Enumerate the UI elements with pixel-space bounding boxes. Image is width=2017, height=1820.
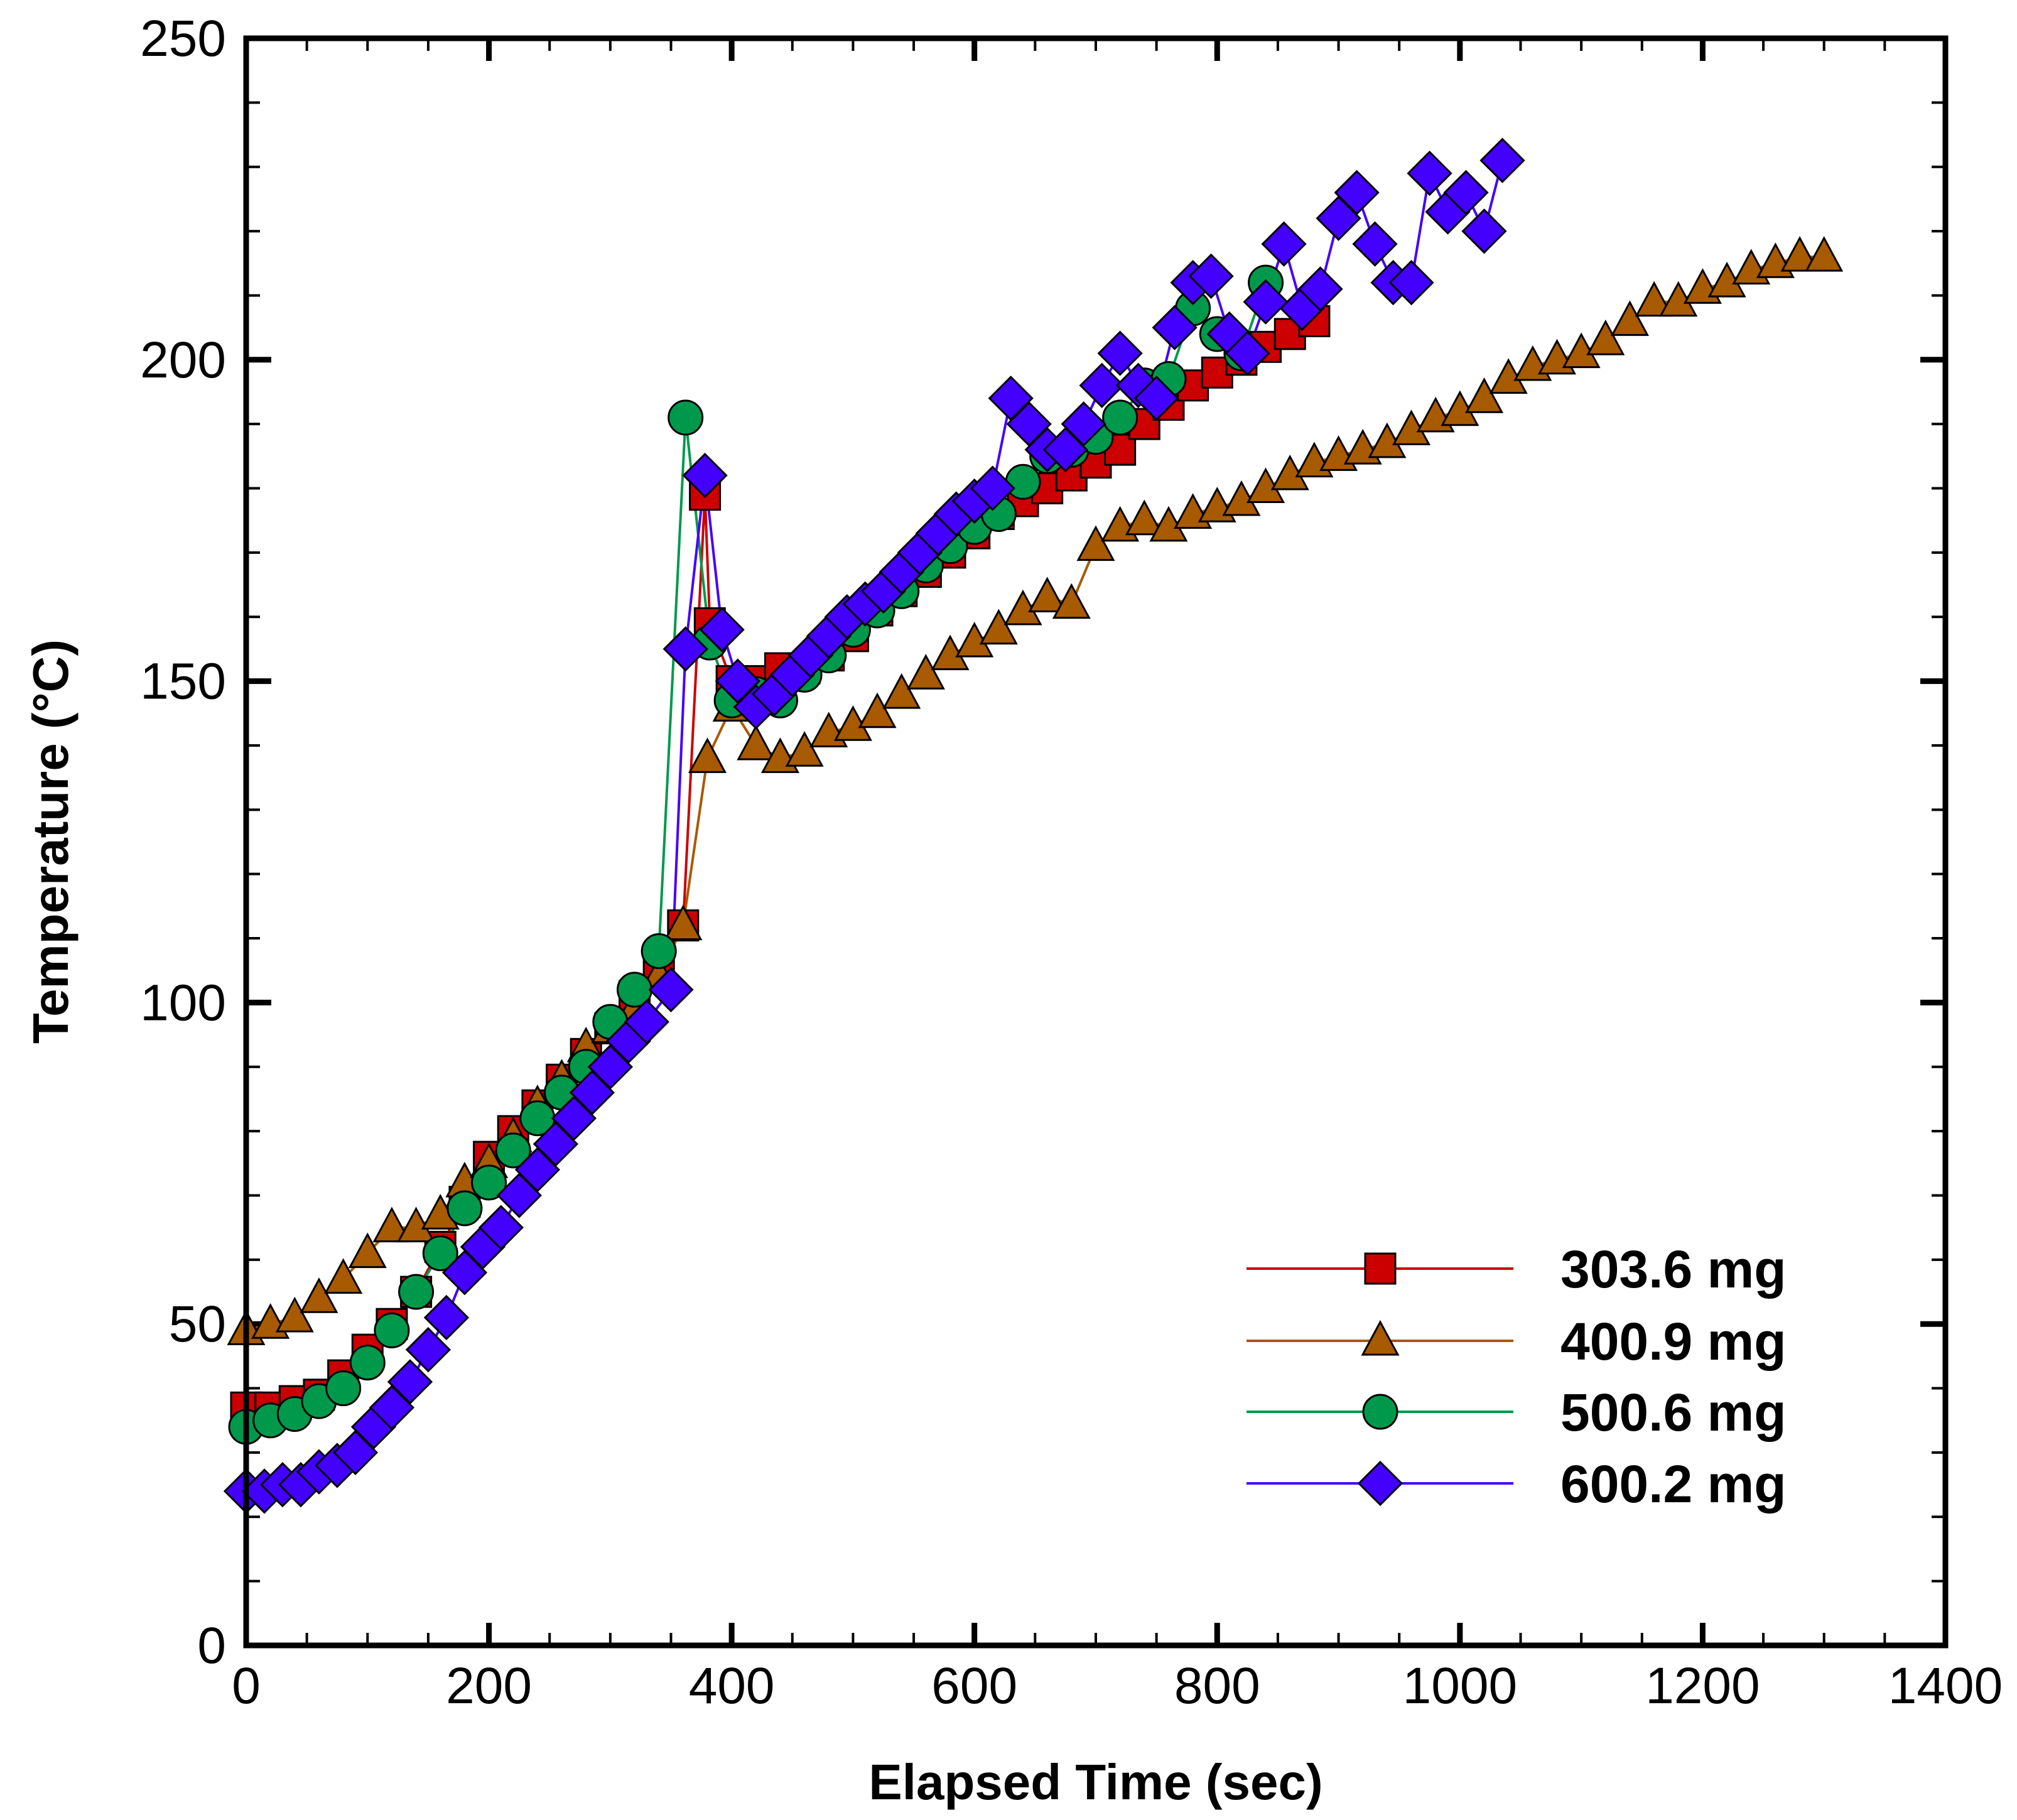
y-tick-label: 100 [140, 974, 226, 1031]
legend-marker-2 [1361, 1319, 1400, 1356]
y-tick-label: 250 [140, 10, 226, 67]
data-point [300, 1277, 338, 1313]
x-tick-label: 1200 [1645, 1657, 1760, 1714]
data-point [970, 465, 1015, 511]
x-tick-label: 0 [232, 1657, 261, 1714]
data-point [906, 654, 945, 690]
data-point [324, 1258, 363, 1294]
data-point [398, 1274, 435, 1310]
data-point [387, 1359, 433, 1405]
data-point [471, 1164, 507, 1201]
y-axis-title: Temperature (°C) [23, 639, 78, 1044]
data-point [1097, 330, 1143, 376]
data-point [699, 607, 745, 653]
data-point [1479, 138, 1525, 183]
data-point [1079, 362, 1125, 408]
data-point [1635, 281, 1674, 317]
plot-frame [243, 35, 1949, 1649]
data-point [325, 1370, 362, 1407]
data-point [1334, 170, 1380, 215]
y-tick-label: 150 [140, 653, 226, 710]
data-point [1388, 259, 1434, 306]
x-tick-label: 600 [931, 1657, 1017, 1714]
data-point [372, 1206, 411, 1243]
data-point [1102, 399, 1138, 436]
data-point [668, 399, 704, 436]
x-tick-label: 800 [1174, 1657, 1260, 1714]
data-point [1443, 170, 1489, 215]
data-point [1188, 253, 1234, 299]
data-point [737, 724, 776, 761]
data-point [495, 1132, 531, 1169]
data-point [422, 1235, 458, 1272]
legend-label-2: 400.9 mg [1560, 1312, 1787, 1371]
series-markers [223, 138, 1844, 1514]
data-point [348, 1232, 387, 1269]
y-tick-label: 0 [197, 1617, 226, 1674]
data-point [275, 1296, 314, 1333]
x-tick-label: 200 [446, 1657, 532, 1714]
tick-labels: 0 200 400 600 800 1000 1200 1400 0 50 100 150 200 250 [140, 10, 2003, 1714]
data-point [1780, 236, 1819, 272]
data-point [1586, 319, 1625, 355]
data-point [624, 999, 669, 1045]
x-tick-label: 1400 [1888, 1657, 2003, 1714]
data-point [1465, 377, 1504, 413]
data-point [1133, 376, 1179, 421]
data-point [664, 904, 703, 941]
data-point [1461, 208, 1507, 254]
x-tick-label: 400 [689, 1657, 775, 1714]
data-point [1052, 583, 1091, 619]
data-point [446, 1190, 483, 1227]
data-point [1076, 525, 1115, 561]
legend: 303.6 mg 400.9 mg 500.6 mg 600.2 mg [1246, 1240, 1787, 1514]
data-point [648, 967, 694, 1013]
data-point [349, 1345, 386, 1381]
data-point [478, 1205, 524, 1250]
data-point [1805, 236, 1844, 272]
data-point [1610, 300, 1649, 336]
data-point [1243, 279, 1289, 325]
data-point [785, 731, 824, 767]
data-point [688, 737, 727, 773]
data-point [682, 452, 728, 499]
legend-label-3: 500.6 mg [1560, 1383, 1787, 1442]
data-point [405, 1327, 452, 1373]
data-point [1125, 499, 1164, 536]
data-point [1028, 577, 1067, 613]
data-point [979, 609, 1018, 645]
data-point [423, 1294, 470, 1341]
legend-marker-4 [1357, 1460, 1403, 1507]
data-point [1061, 401, 1106, 447]
legend-marker-1 [1364, 1252, 1397, 1285]
legend-label-4: 600.2 mg [1560, 1454, 1787, 1514]
legend-label-1: 303.6 mg [1560, 1240, 1787, 1299]
data-point [1297, 266, 1343, 312]
data-point [662, 626, 708, 672]
series-4-markers [223, 138, 1525, 1514]
x-tick-label: 1000 [1403, 1657, 1517, 1714]
data-point [1152, 305, 1198, 350]
data-point [882, 673, 921, 709]
y-tick-label: 200 [140, 332, 226, 389]
x-axis-title: Elapsed Time (sec) [868, 1754, 1322, 1810]
data-point [858, 692, 897, 729]
y-tick-label: 50 [169, 1296, 226, 1353]
data-point [1225, 330, 1270, 376]
legend-marker-3 [1362, 1394, 1398, 1430]
data-point [1407, 150, 1452, 197]
data-point [1005, 463, 1041, 500]
data-point [1261, 221, 1307, 267]
data-point [641, 933, 677, 970]
data-point [1352, 221, 1398, 267]
data-point [374, 1312, 410, 1348]
